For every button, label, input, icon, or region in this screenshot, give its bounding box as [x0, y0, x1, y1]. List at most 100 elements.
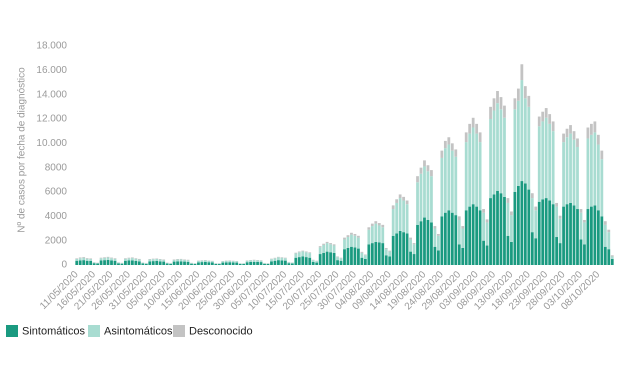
bar-segment [496, 91, 499, 104]
bar-segment [311, 260, 315, 262]
bar-segment [332, 244, 336, 246]
bar-segment [412, 243, 416, 245]
bar-segment [478, 132, 482, 143]
bar-segment [204, 260, 207, 262]
bar-segment [450, 150, 454, 213]
bar-segment [405, 200, 409, 205]
bar-segment [499, 109, 503, 194]
bar-segment [162, 261, 166, 265]
bar-segment [475, 123, 479, 134]
bar-segment [363, 255, 367, 259]
bar-segment [492, 98, 496, 111]
bar-segment [99, 258, 103, 261]
bar-segment [503, 117, 506, 197]
bar-segment [572, 139, 576, 206]
bar-segment [256, 260, 259, 262]
bar-segment [475, 206, 479, 265]
bar-segment [527, 189, 531, 265]
bar-segment [419, 167, 423, 174]
bar-segment [370, 226, 374, 244]
bar-segment [426, 165, 430, 172]
bar-segment [190, 263, 193, 264]
bar-segment [283, 258, 287, 261]
bar-segment [450, 143, 454, 151]
bar-segment [610, 256, 614, 259]
bar-segment [398, 230, 402, 265]
bar-segment [158, 261, 162, 265]
bar-segment [416, 182, 419, 225]
bar-segment [377, 242, 381, 265]
bar-segment [412, 254, 416, 265]
bar-segment [113, 260, 117, 265]
bar-segment [482, 240, 485, 265]
bar-segment [457, 244, 461, 265]
bar-segment [384, 249, 388, 256]
bar-segment [381, 227, 385, 244]
bar-segment [440, 216, 444, 265]
bar-segment [454, 156, 458, 216]
bar-segment [130, 260, 134, 265]
bar-segment [75, 260, 79, 265]
bar-segment [228, 260, 232, 263]
bar-segment [377, 225, 381, 243]
bar-segment [238, 263, 242, 265]
bar-segment [430, 222, 433, 265]
bar-segment [204, 261, 207, 265]
bar-segment [304, 257, 308, 265]
bar-segment [155, 258, 159, 261]
bar-segment [454, 149, 458, 157]
bar-segment [551, 204, 555, 265]
bar-segment [537, 126, 541, 202]
bar-segment [360, 257, 364, 265]
bar-segment [78, 257, 82, 259]
bar-segment [457, 219, 461, 245]
bar-segment [290, 262, 294, 264]
bar-segment [544, 198, 548, 265]
bar-segment [395, 233, 399, 265]
bar-segment [148, 259, 152, 262]
bar-segment [165, 262, 169, 264]
bar-segment [78, 258, 82, 261]
bar-segment [395, 199, 399, 203]
bar-segment [103, 260, 106, 265]
bar-segment [332, 245, 336, 253]
bar-segment [308, 252, 312, 254]
bar-segment [377, 223, 381, 226]
bar-segment [82, 260, 86, 265]
bar-segment [357, 237, 360, 249]
bar-segment [325, 241, 329, 244]
bar-segment [106, 256, 110, 258]
bar-segment [534, 238, 538, 265]
bar-segment [325, 243, 329, 252]
bar-segment [503, 196, 506, 265]
bar-segment [110, 260, 113, 265]
bar-segment [464, 132, 468, 143]
bar-segment [374, 221, 378, 224]
bar-segment [492, 110, 496, 195]
bar-segment [224, 262, 228, 265]
bar-segment [290, 263, 294, 265]
bar-segment [562, 142, 565, 207]
bar-segment [210, 262, 214, 265]
bar-segment [315, 262, 319, 265]
bar-segment [120, 263, 124, 265]
bar-segment [471, 204, 475, 265]
bar-segment [183, 259, 186, 262]
bar-segment [297, 252, 301, 258]
y-tick-label: 12.000 [36, 114, 67, 125]
bar-segment [534, 206, 538, 211]
bar-segment [127, 258, 131, 261]
bar-segment [183, 261, 186, 265]
bar-segment [214, 263, 218, 265]
bar-segment [339, 257, 343, 259]
bar-segment [496, 103, 499, 191]
bar-segment [464, 210, 468, 265]
bar-segment [555, 237, 559, 265]
bar-segment [586, 127, 590, 139]
bar-segment [294, 252, 298, 254]
bar-segment [350, 246, 353, 265]
bar-segment [207, 262, 211, 265]
bar-segment [513, 192, 517, 265]
bar-segment [384, 255, 388, 265]
